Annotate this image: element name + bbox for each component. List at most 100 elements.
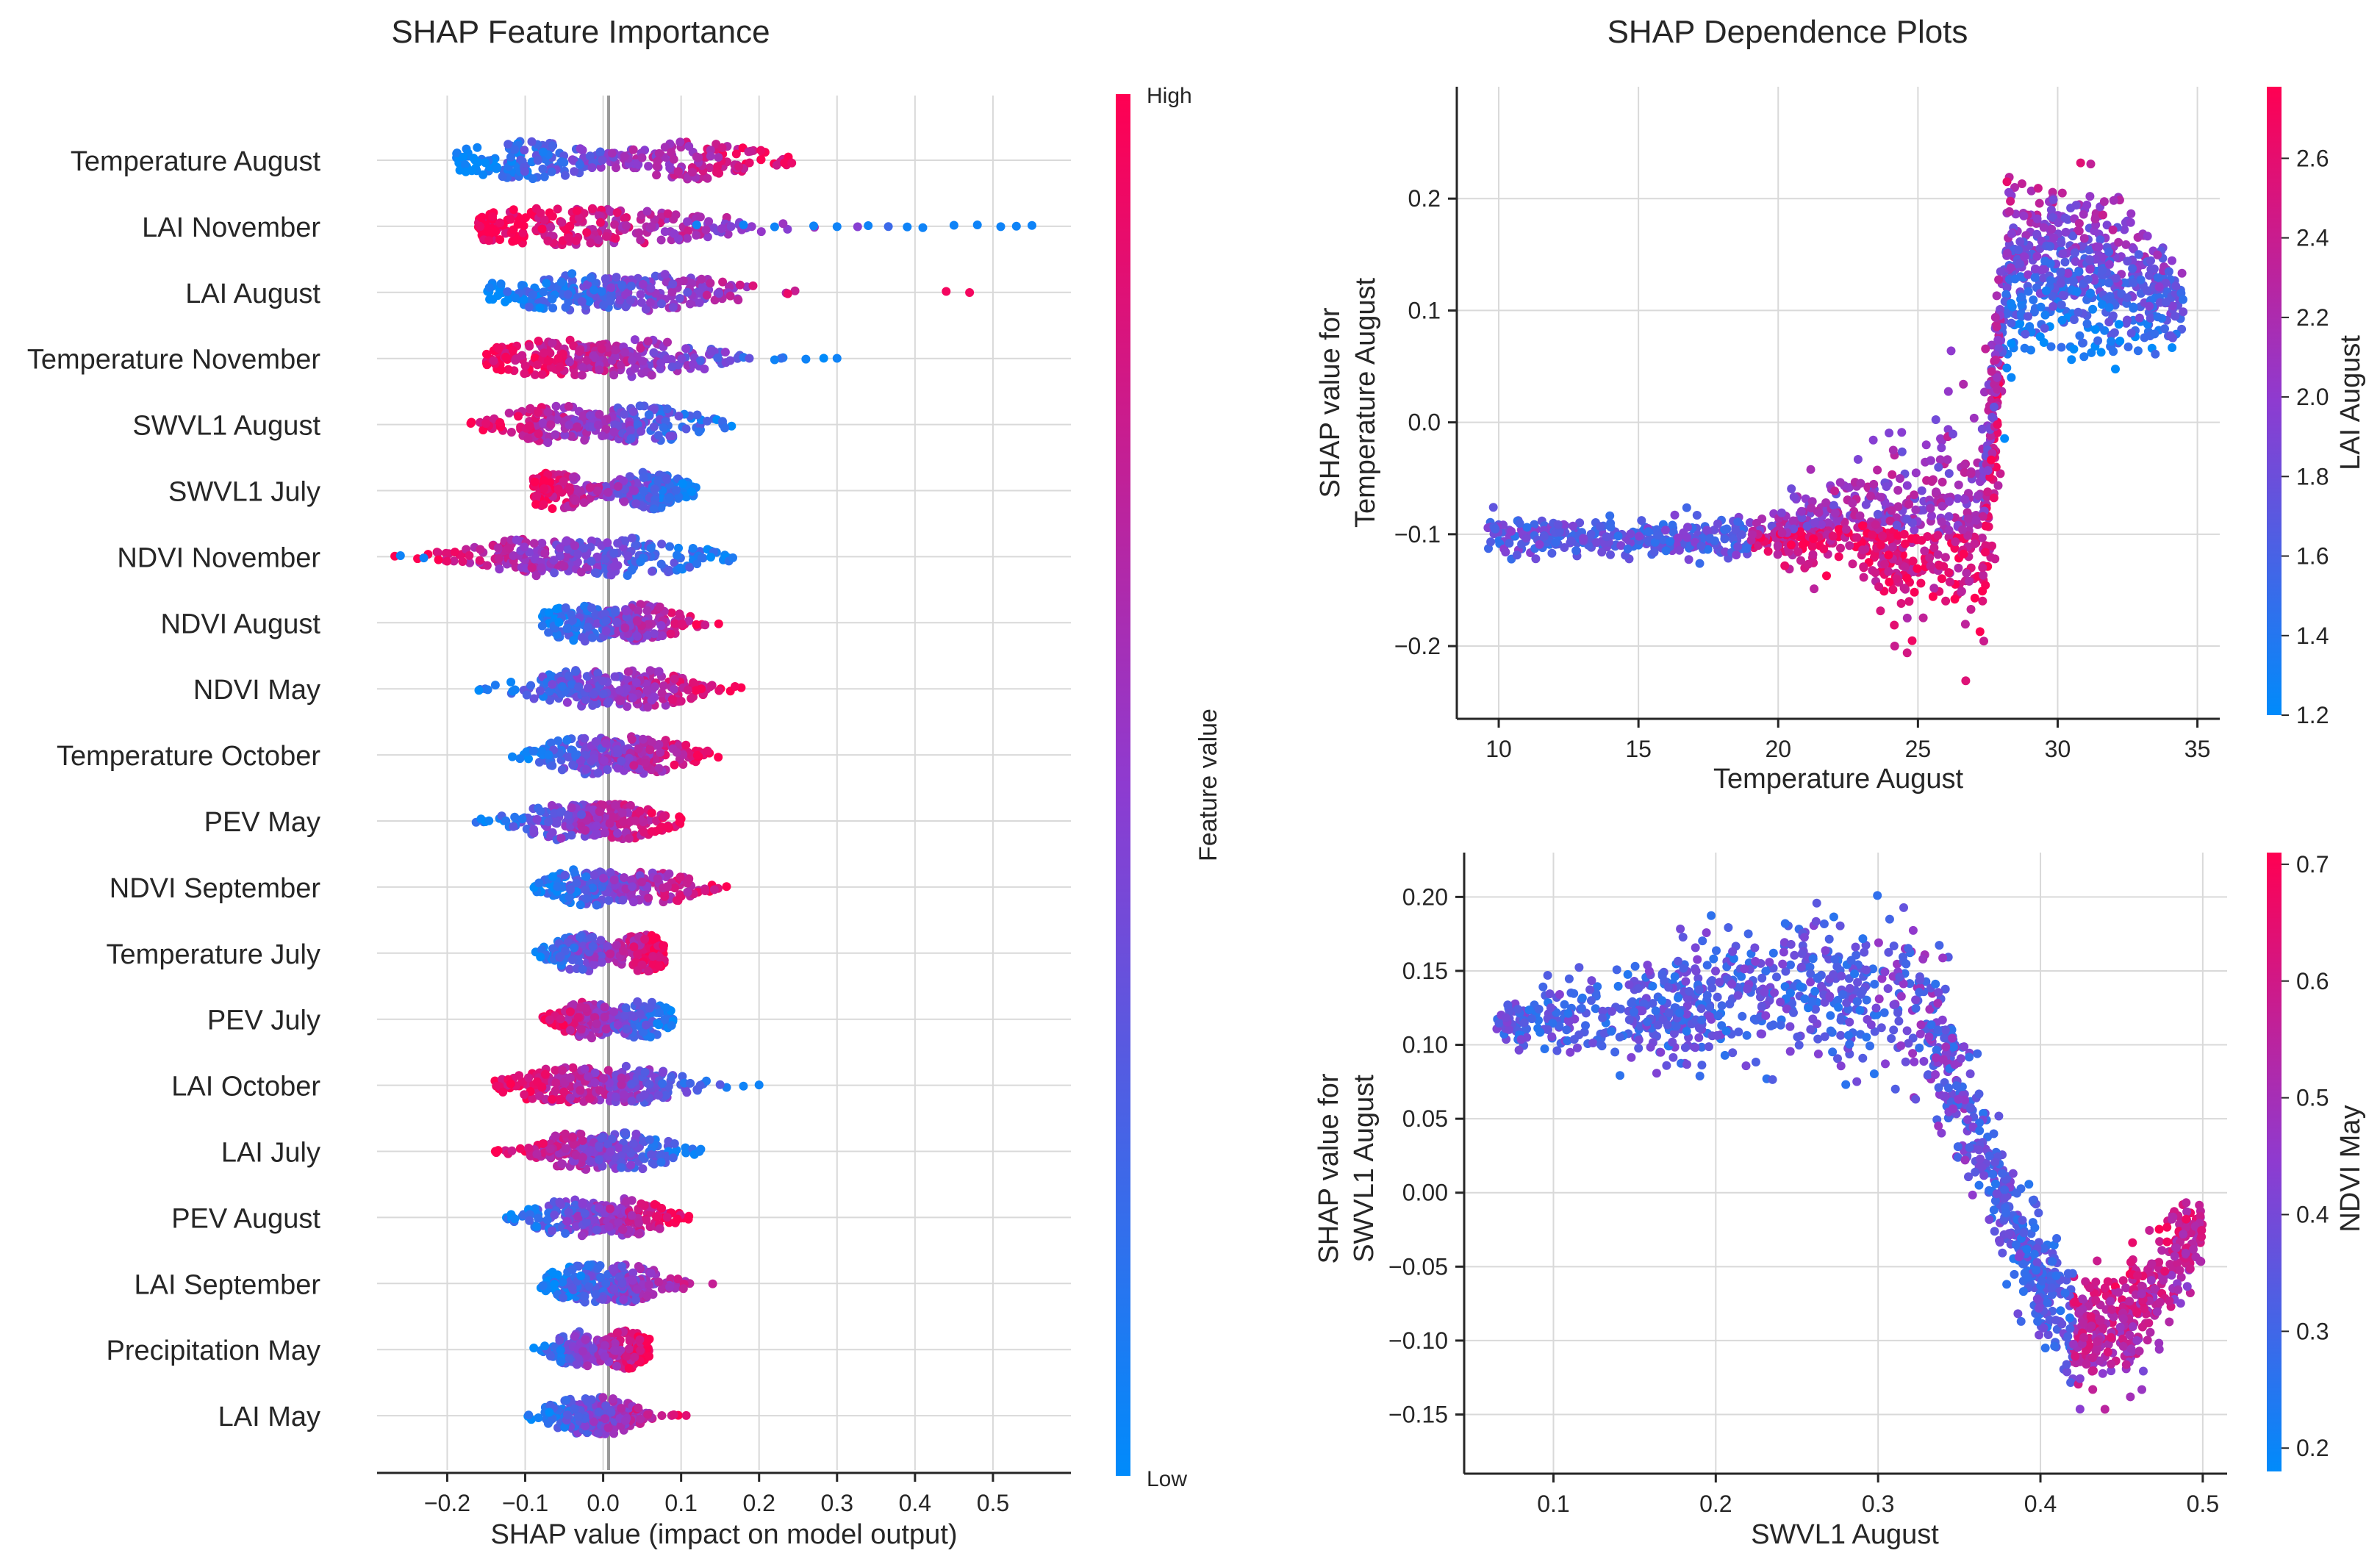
summary-point: [675, 137, 685, 147]
summary-point: [540, 1341, 550, 1351]
summary-point: [703, 173, 712, 183]
summary-point: [683, 217, 692, 226]
summary-point: [555, 543, 564, 553]
summary-point: [548, 680, 557, 689]
summary-point: [595, 1203, 604, 1213]
summary-point: [597, 958, 606, 967]
summary-point: [587, 204, 597, 213]
summary-point: [600, 1341, 609, 1350]
summary-point: [529, 539, 539, 548]
summary-point: [683, 287, 692, 297]
summary-point: [703, 746, 712, 756]
summary-point: [717, 143, 727, 152]
summary-point: [675, 563, 685, 573]
summary-point: [627, 534, 637, 542]
summary-point: [578, 1152, 587, 1162]
summary-point: [589, 285, 599, 295]
summary-point: [628, 693, 637, 703]
summary-point: [512, 535, 521, 545]
summary-point: [576, 933, 585, 942]
summary-point: [556, 1095, 566, 1104]
summary-point: [556, 1346, 565, 1355]
summary-point: [524, 1144, 534, 1152]
summary-point: [537, 1083, 547, 1092]
summary-point: [682, 1088, 692, 1097]
summary-outlier-point: [809, 221, 818, 231]
summary-point: [667, 1072, 676, 1081]
summary-outlier-point: [754, 1080, 764, 1090]
summary-point: [613, 539, 623, 548]
summary-point: [668, 1153, 678, 1163]
summary-point: [538, 1281, 548, 1291]
summary-point: [553, 204, 562, 214]
summary-point: [476, 213, 486, 223]
summary-point: [492, 164, 501, 173]
summary-point: [587, 603, 596, 613]
summary-point: [620, 214, 629, 223]
summary-point: [539, 500, 548, 509]
summary-point: [598, 431, 607, 440]
summary-point: [562, 624, 572, 634]
summary-point: [668, 303, 678, 312]
summary-point: [659, 423, 668, 432]
summary-point: [662, 882, 672, 892]
summary-point: [633, 617, 642, 626]
summary-point: [708, 1279, 717, 1288]
summary-point: [560, 870, 570, 880]
summary-point: [548, 1226, 557, 1236]
summary-point: [588, 932, 598, 942]
summary-point: [565, 1093, 575, 1102]
summary-point: [556, 952, 565, 961]
summary-point: [579, 543, 589, 553]
summary-point: [498, 172, 507, 182]
summary-point: [673, 167, 683, 176]
summary-point: [495, 218, 505, 228]
summary-point: [626, 282, 636, 291]
summary-outlier-point: [770, 222, 779, 232]
summary-point: [646, 284, 656, 293]
summary-point: [665, 431, 675, 441]
summary-point: [555, 1335, 564, 1345]
summary-point: [630, 486, 639, 495]
summary-point: [557, 765, 567, 775]
summary-point: [595, 1261, 605, 1270]
summary-point: [659, 681, 668, 690]
summary-point: [544, 356, 553, 366]
summary-point: [853, 222, 862, 232]
summary-point: [545, 1015, 554, 1025]
summary-point: [573, 422, 582, 431]
summary-point: [576, 144, 585, 154]
summary-outlier-point: [942, 287, 951, 296]
summary-point: [670, 760, 679, 770]
summary-point: [466, 419, 476, 428]
summary-point: [613, 1020, 623, 1030]
summary-point: [561, 303, 570, 312]
summary-point: [597, 1133, 606, 1143]
summary-point: [578, 363, 587, 372]
summary-point: [635, 1009, 645, 1019]
summary-outlier-point: [949, 220, 958, 230]
summary-point: [509, 225, 518, 234]
summary-point: [572, 206, 581, 215]
summary-point: [567, 803, 576, 812]
summary-point: [550, 1211, 559, 1220]
summary-point: [556, 808, 565, 817]
summary-point: [476, 545, 485, 554]
summary-point: [611, 345, 620, 355]
summary-point: [692, 1085, 702, 1094]
summary-point: [678, 1284, 688, 1294]
summary-point: [714, 753, 723, 762]
summary-point: [565, 485, 575, 495]
summary-point: [642, 207, 652, 216]
summary-outlier-point: [801, 354, 811, 364]
summary-point: [772, 160, 781, 170]
summary-point: [606, 207, 615, 216]
summary-point: [508, 345, 517, 355]
summary-point: [756, 227, 766, 237]
summary-point: [580, 734, 589, 743]
summary-point: [540, 215, 549, 225]
summary-point: [630, 1352, 639, 1362]
summary-point: [667, 148, 676, 157]
summary-point: [665, 163, 675, 173]
summary-point: [551, 1086, 560, 1095]
